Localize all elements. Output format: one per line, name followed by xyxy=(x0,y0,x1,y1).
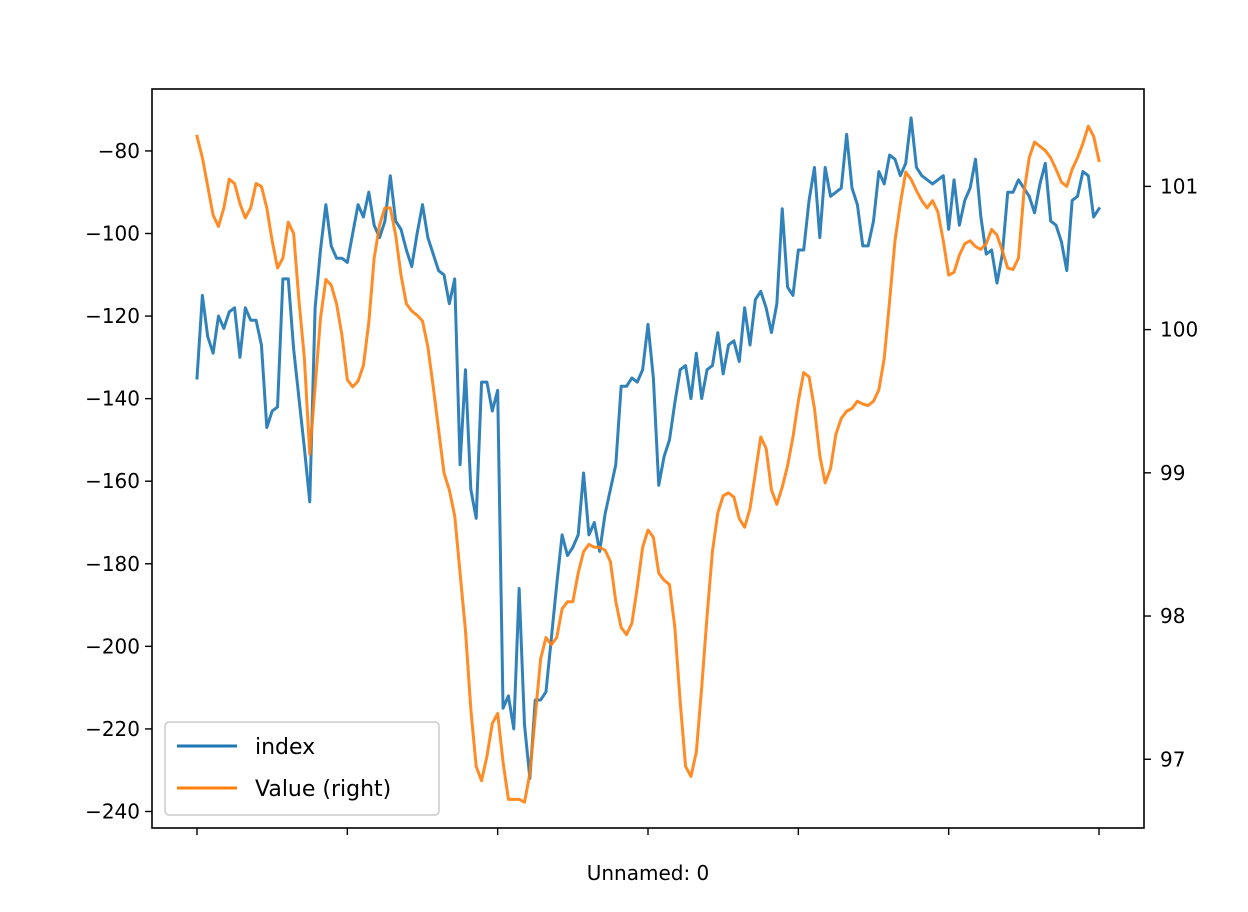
x-axis-title: Unnamed: 0 xyxy=(587,861,710,885)
y-left-tick-label: −240 xyxy=(85,799,140,823)
series-layer xyxy=(195,116,1102,804)
series-line-value xyxy=(195,124,1101,804)
y-right-tick-label: 100 xyxy=(1160,318,1198,342)
y-left-tick-label: −180 xyxy=(85,552,140,576)
y-left-tick-label: −120 xyxy=(85,304,140,328)
y-right-tick-label: 97 xyxy=(1160,747,1185,771)
y-right-tick-label: 98 xyxy=(1160,604,1185,628)
legend-label-index: index xyxy=(255,735,315,760)
legend-label-value: Value (right) xyxy=(255,777,391,802)
y-right-tick-label: 99 xyxy=(1160,461,1185,485)
y-right-tick-label: 101 xyxy=(1160,174,1198,198)
y-left-tick-label: −80 xyxy=(98,139,140,163)
x-axis xyxy=(196,828,1100,835)
y-left-tick-label: −160 xyxy=(85,469,140,493)
y-left-tick-label: −140 xyxy=(85,387,140,411)
y-left-tick-label: −220 xyxy=(85,717,140,741)
y-left-tick-label: −100 xyxy=(85,222,140,246)
y-axis-left: −80 −100 −120 −140 −160 −180 −200 −220 −240 xyxy=(85,139,152,823)
y-axis-right: 97 98 99 100 101 xyxy=(1144,174,1198,771)
series-line-index xyxy=(195,116,1102,780)
legend: index Value (right) xyxy=(164,721,440,816)
y-left-tick-label: −200 xyxy=(85,634,140,658)
